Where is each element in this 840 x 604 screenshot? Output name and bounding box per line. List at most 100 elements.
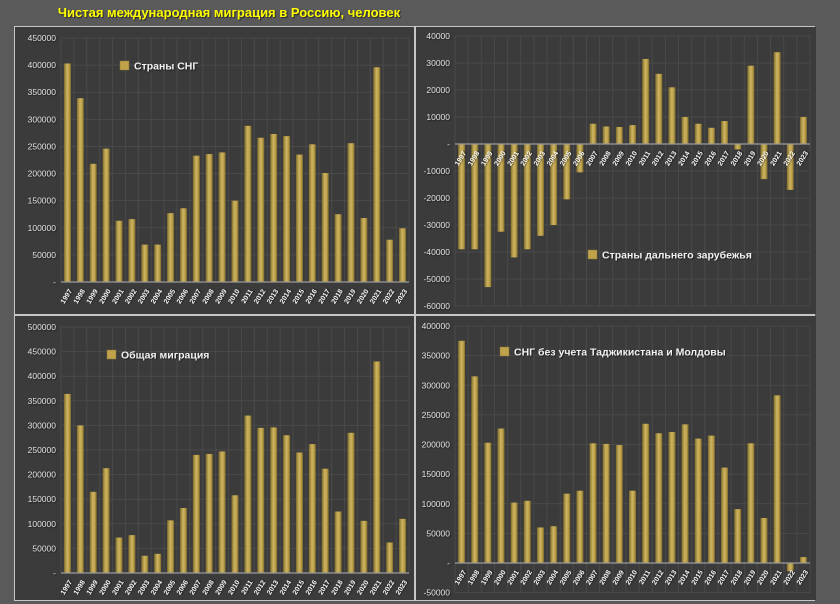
bar-2010	[629, 490, 636, 563]
x-axis-tick-label: 2018	[730, 150, 744, 167]
x-axis-tick-label: 2017	[318, 288, 332, 305]
chart-cis-excl-tajikistan-moldova: 400000 350000 300000 250000 200000 150000 1000…	[416, 316, 816, 600]
bar-2004	[154, 244, 162, 282]
chart-plot: 450000 400000 350000 300000 250000 200000 1500…	[28, 33, 410, 305]
bar-2021	[773, 52, 781, 145]
bar-1997	[458, 340, 466, 563]
chart-plot: 500000 450000 400000 350000 300000 250000 2000…	[28, 322, 410, 596]
y-axis-tick-label: -50000	[424, 274, 451, 284]
bar-2005	[167, 213, 175, 282]
bar-1997	[458, 144, 466, 250]
bar-2020	[360, 218, 368, 282]
bar-2001	[510, 502, 518, 563]
bar-2000	[497, 144, 505, 232]
x-axis-tick-label: 2012	[651, 150, 665, 167]
y-axis-tick-label: -	[447, 139, 450, 149]
y-axis-tick-label: 350000	[422, 351, 451, 361]
x-axis-tick-label: 2014	[279, 579, 293, 596]
legend-label: СНГ без учета Таджикистана и Молдовы	[514, 347, 726, 359]
x-axis-tick-label: 2003	[137, 579, 151, 596]
bar-2009	[218, 152, 226, 282]
bar-2012	[655, 73, 663, 144]
x-axis-tick-label: 2010	[625, 569, 639, 586]
x-axis-tick-label: 2000	[494, 150, 508, 167]
x-axis-tick-label: 2008	[202, 579, 216, 596]
x-axis-tick-label: 2018	[331, 579, 345, 596]
x-axis-tick-label: 1998	[73, 288, 87, 305]
x-axis-tick-label: 2017	[717, 150, 731, 167]
bar-2016	[308, 144, 316, 282]
x-axis-tick-label: 1999	[86, 288, 100, 305]
bar-2016	[707, 127, 715, 144]
bar-2016	[707, 435, 715, 563]
bar-2022	[786, 563, 794, 572]
y-axis-tick-label: 150000	[28, 494, 57, 504]
x-axis-tick-label: 2019	[743, 569, 757, 586]
x-axis-tick-label: 2002	[520, 150, 534, 167]
legend-label: Страны дальнего зарубежья	[602, 250, 752, 262]
legend-label: Страны СНГ	[134, 61, 198, 73]
x-axis-tick-label: 2007	[586, 150, 600, 167]
x-axis-tick-label: 2020	[756, 569, 770, 586]
bar-2007	[192, 454, 200, 573]
x-axis-tick-label: 2001	[507, 150, 521, 167]
bar-2014	[681, 117, 689, 144]
bar-2006	[576, 490, 584, 563]
y-axis-tick-label: 50000	[32, 250, 56, 260]
y-axis-tick-label: -	[53, 568, 56, 578]
chart-total-migration: 500000 450000 400000 350000 300000 250000 2000…	[15, 316, 414, 600]
y-axis-tick-label: 250000	[422, 410, 451, 420]
y-axis-tick-label: -30000	[424, 220, 451, 230]
bar-2015	[694, 123, 702, 144]
x-axis-tick-label: 2005	[559, 150, 573, 167]
bar-2006	[179, 508, 187, 573]
x-axis-tick-label: 2023	[395, 579, 409, 596]
x-axis-tick-label: 2003	[533, 150, 547, 167]
y-axis-tick-label: 350000	[28, 87, 57, 97]
chart-plot: 40000 30000 20000 10000 - -10000 -20000 -30000 -…	[424, 31, 811, 311]
bar-2018	[334, 214, 342, 282]
x-axis-tick-label: 2023	[796, 150, 810, 167]
x-axis-tick-label: 2015	[691, 150, 705, 167]
bar-2008	[205, 154, 213, 282]
x-axis-tick-label: 2000	[494, 569, 508, 586]
x-axis-tick-label: 2022	[783, 569, 797, 586]
bar-2002	[523, 500, 531, 563]
bar-2018	[734, 509, 742, 563]
x-axis-tick-label: 2012	[651, 569, 665, 586]
bar-2013	[668, 432, 676, 563]
x-axis-tick-label: 2020	[356, 288, 370, 305]
legend-label: Общая миграция	[121, 350, 209, 362]
x-axis-tick-label: 2020	[356, 579, 370, 596]
x-axis-tick-label: 2015	[691, 569, 705, 586]
x-axis-tick-label: 2011	[638, 569, 652, 586]
y-axis-tick-label: -40000	[424, 247, 451, 257]
bar-2022	[386, 239, 394, 282]
x-axis-tick-label: 2010	[228, 288, 242, 305]
bar-2010	[629, 125, 636, 144]
y-axis-tick-label: 20000	[426, 85, 450, 95]
bar-2013	[270, 427, 278, 573]
bar-2010	[231, 495, 239, 573]
x-axis-tick-label: 2022	[783, 150, 797, 167]
bar-1998	[471, 144, 479, 250]
bar-2017	[721, 467, 729, 563]
x-axis-tick-label: 2008	[599, 150, 613, 167]
bar-2020	[360, 520, 368, 573]
bar-2019	[747, 443, 755, 563]
bar-2011	[642, 58, 650, 145]
x-axis-tick-label: 2002	[124, 288, 138, 305]
x-axis-tick-label: 2013	[266, 579, 280, 596]
bar-2012	[257, 137, 265, 282]
bar-2014	[283, 136, 291, 282]
x-axis-tick-label: 2003	[137, 288, 151, 305]
bar-1997	[63, 63, 71, 283]
bar-2001	[115, 220, 123, 282]
bar-2008	[205, 453, 213, 573]
bar-2001	[115, 537, 123, 573]
bar-1999	[484, 442, 492, 563]
x-axis-tick-label: 2014	[678, 569, 692, 586]
bar-2021	[773, 395, 781, 563]
bar-1998	[76, 98, 84, 282]
x-axis-tick-label: 2012	[253, 579, 267, 596]
